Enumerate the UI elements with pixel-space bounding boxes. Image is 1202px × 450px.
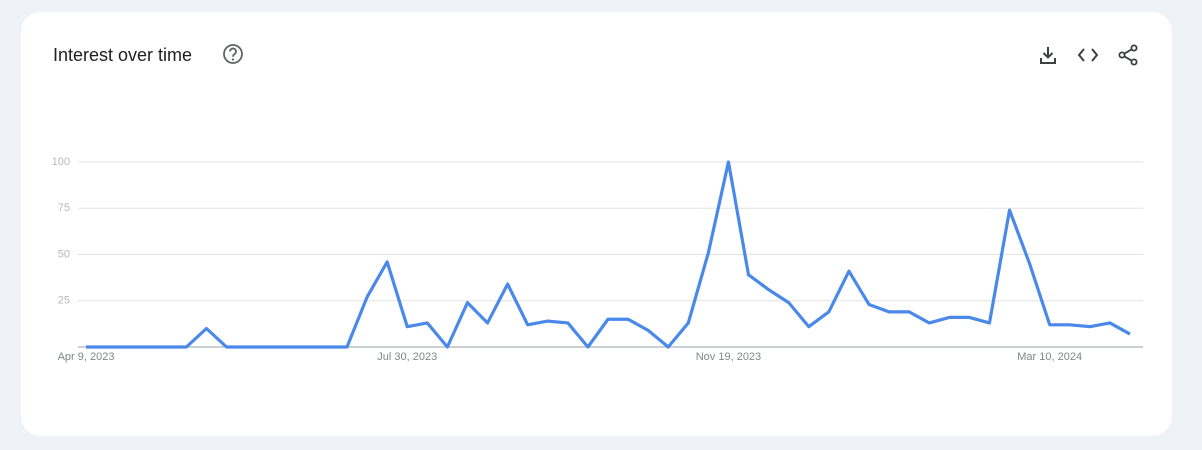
x-tick-label: Nov 19, 2023 — [696, 351, 761, 363]
help-icon[interactable] — [223, 44, 243, 64]
share-icon[interactable] — [1118, 44, 1138, 66]
x-tick-label: Jul 30, 2023 — [377, 351, 437, 363]
y-tick-label: 100 — [52, 156, 70, 168]
trend-line — [86, 160, 1131, 349]
x-tick-label: Apr 9, 2023 — [58, 351, 115, 363]
y-tick-label: 25 — [58, 295, 70, 307]
chart-title: Interest over time — [53, 45, 192, 65]
embed-icon[interactable] — [1077, 48, 1099, 62]
card — [21, 12, 1172, 436]
y-tick-label: 50 — [58, 248, 70, 260]
download-icon[interactable] — [1040, 47, 1056, 64]
y-tick-label: 75 — [58, 202, 70, 214]
x-tick-label: Mar 10, 2024 — [1017, 351, 1082, 363]
